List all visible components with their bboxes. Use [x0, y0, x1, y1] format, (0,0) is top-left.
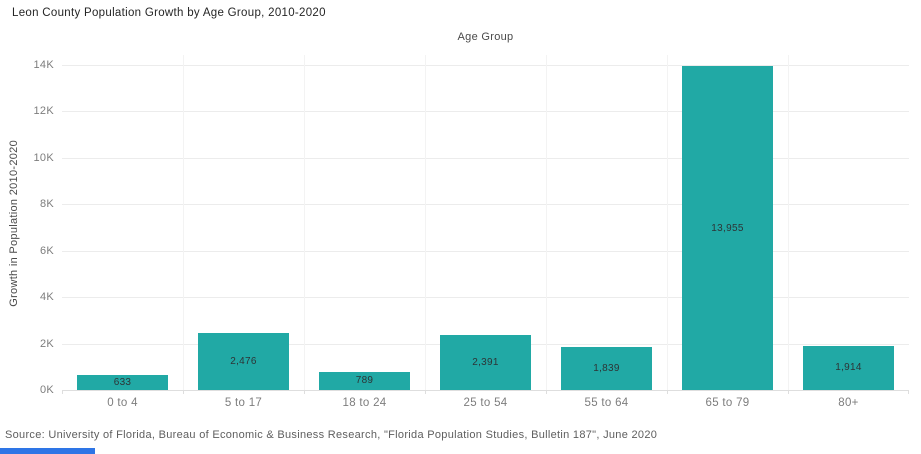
y-tick-label: 0K: [39, 384, 54, 396]
column-divider: [183, 55, 184, 390]
column-divider: [304, 55, 305, 390]
x-tick-label: 0 to 4: [107, 397, 138, 409]
gridline: [62, 250, 909, 252]
bar-value-label: 1,914: [835, 362, 862, 374]
gridline: [62, 65, 909, 66]
bar-65-to-79[interactable]: 13,955: [682, 66, 773, 390]
y-tick-label: 14K: [33, 59, 54, 71]
y-tick-label: 4K: [39, 291, 54, 304]
bar-value-label: 789: [355, 375, 374, 387]
x-axis-tick-mark: [183, 390, 184, 394]
column-divider: [788, 55, 789, 390]
bar-value-label: 2,476: [230, 355, 257, 367]
bar-5-to-17[interactable]: 2,476: [198, 332, 289, 390]
x-axis-tick-mark: [908, 390, 909, 394]
bar-0-to-4[interactable]: 633: [77, 375, 168, 390]
column-divider: [667, 55, 668, 390]
x-axis-title: Age Group: [457, 31, 514, 43]
y-tick-label: 6K: [39, 244, 54, 257]
bar-25-to-54[interactable]: 2,391: [440, 334, 531, 390]
x-axis-tick-mark: [667, 390, 668, 394]
gridline: [62, 157, 909, 159]
plot-area: 633 2,476 789 2,391 1,839 13,955 1,914: [62, 55, 909, 394]
x-axis-tick-mark: [546, 390, 547, 394]
column-divider: [425, 55, 426, 390]
x-tick-label: 55 to 64: [584, 397, 629, 409]
y-tick-label: 12K: [33, 105, 54, 118]
source-note: Source: University of Florida, Bureau of…: [5, 429, 658, 441]
x-tick-label: 65 to 79: [705, 397, 750, 409]
x-axis-tick-mark: [62, 390, 63, 394]
y-tick-label: 2K: [39, 337, 54, 350]
x-tick-label: 5 to 17: [224, 397, 263, 409]
x-axis-tick-mark: [304, 390, 305, 394]
bar-value-label: 1,839: [593, 363, 620, 375]
bar-18-to-24[interactable]: 789: [319, 371, 410, 390]
bar-value-label: 2,391: [472, 356, 499, 368]
bar-value-label: 633: [113, 377, 132, 389]
column-divider: [546, 55, 547, 390]
y-tick-label: 10K: [33, 151, 54, 164]
x-tick-label: 18 to 24: [342, 397, 387, 409]
gridline: [62, 297, 909, 299]
x-tick-label: 80+: [838, 397, 859, 409]
bar-55-to-64[interactable]: 1,839: [561, 347, 652, 390]
gridline: [62, 204, 909, 206]
bar-value-label: 13,955: [711, 222, 744, 234]
y-axis-title-text: Growth in Population 2010-2020: [8, 139, 20, 307]
x-tick-label: 25 to 54: [463, 397, 508, 409]
loading-bar: [0, 448, 95, 454]
x-axis-tick-mark: [788, 390, 789, 394]
y-tick-label: 8K: [39, 198, 54, 211]
bar-80-plus[interactable]: 1,914: [803, 345, 894, 390]
gridline: [62, 111, 909, 113]
chart-title: Leon County Population Growth by Age Gro…: [12, 7, 326, 19]
x-axis-tick-mark: [425, 390, 426, 394]
